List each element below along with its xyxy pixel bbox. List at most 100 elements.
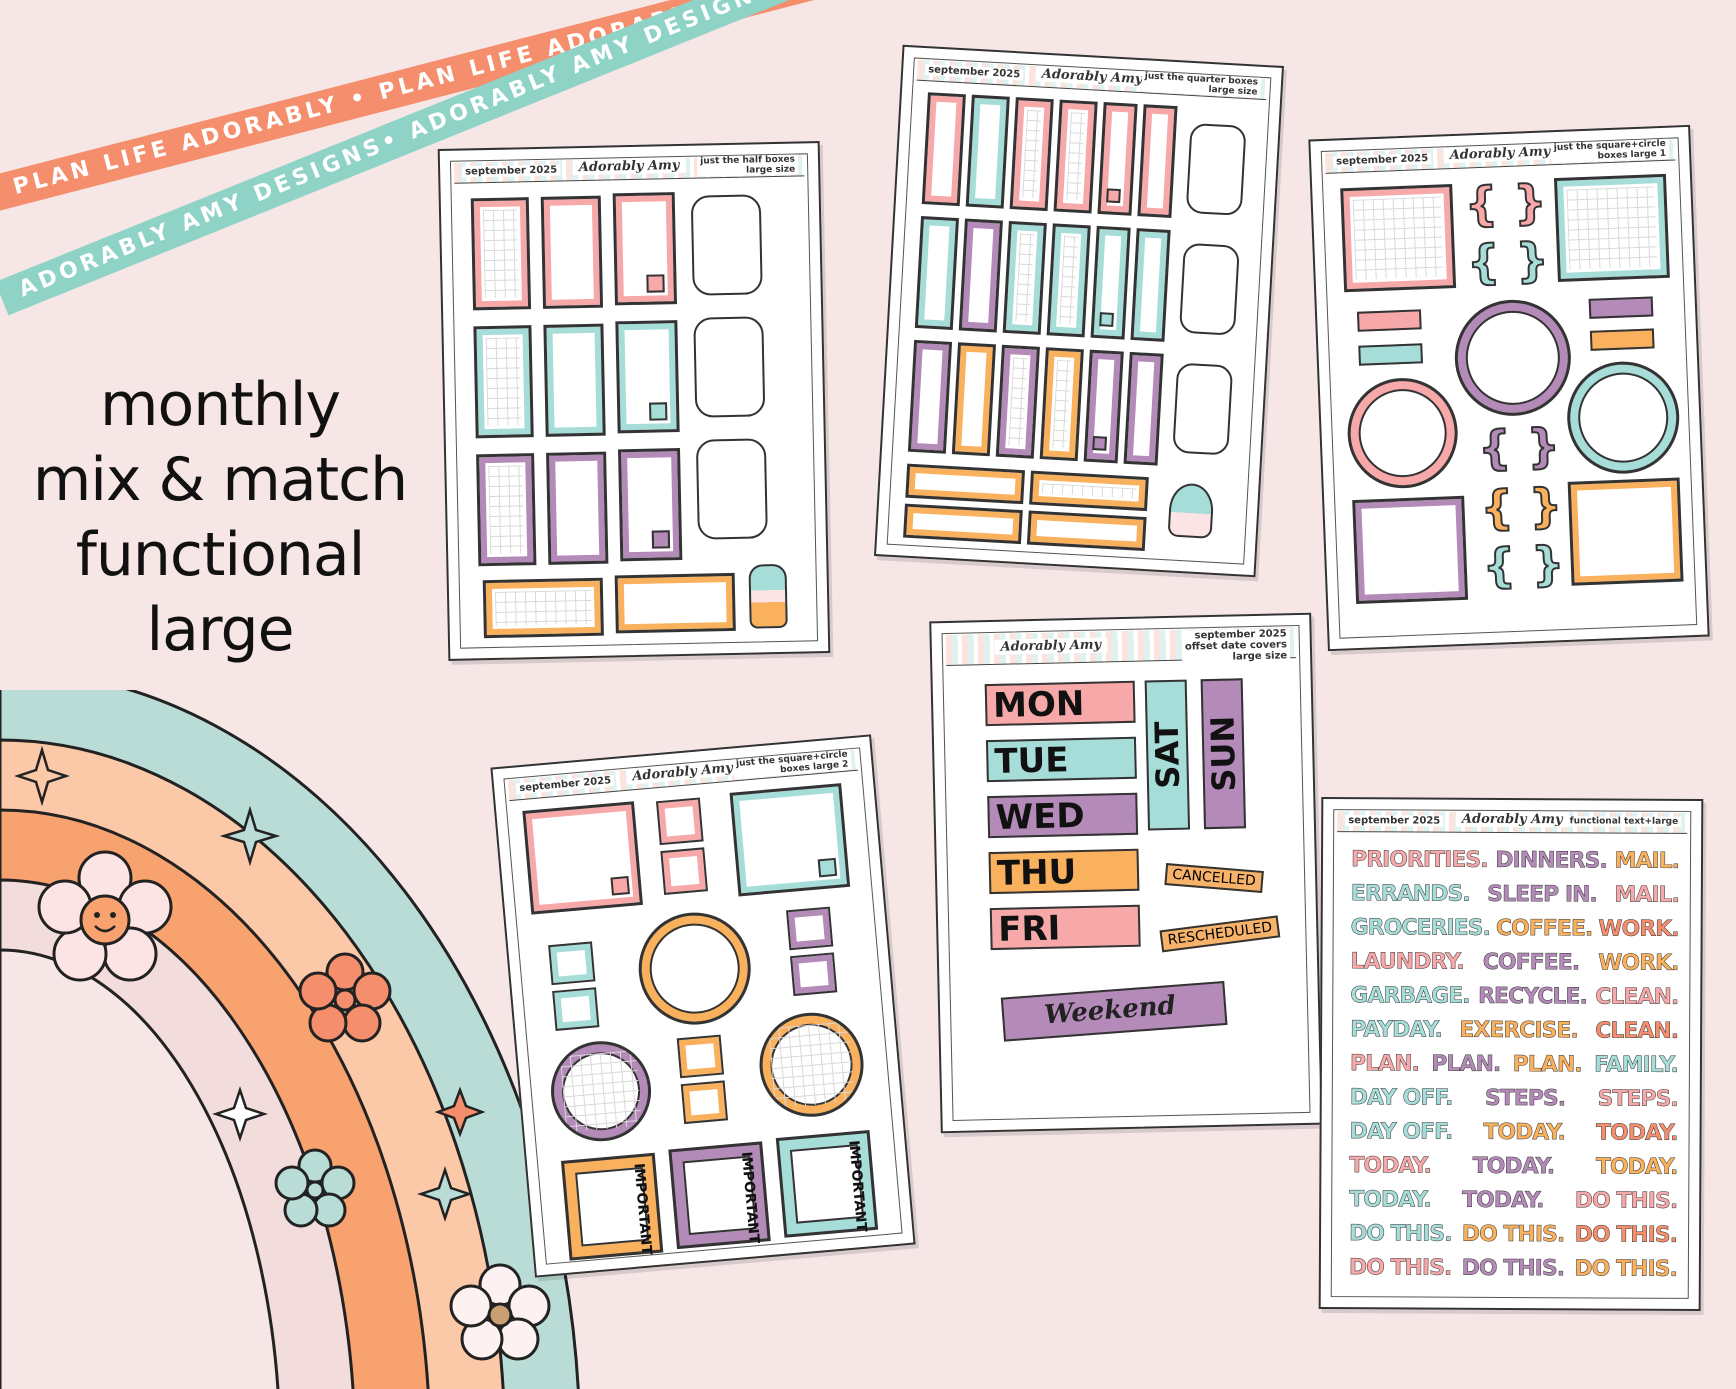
quarter-box[interactable] — [1053, 99, 1098, 214]
quarter-box[interactable] — [1090, 225, 1131, 340]
quarter-box[interactable] — [1123, 351, 1164, 466]
character-sticker[interactable] — [748, 563, 788, 629]
quarter-box[interactable] — [1046, 223, 1091, 338]
quarter-box[interactable] — [995, 344, 1040, 459]
corner-piece[interactable] — [785, 906, 834, 951]
octagon-frame[interactable] — [1185, 122, 1247, 216]
word-sticker[interactable]: COFFEE. — [1482, 949, 1580, 976]
square-box[interactable] — [1553, 173, 1670, 283]
quarter-box[interactable] — [1002, 220, 1047, 335]
square-box[interactable] — [522, 801, 643, 915]
word-sticker[interactable]: MAIL. — [1614, 882, 1679, 908]
quarter-box[interactable] — [965, 94, 1010, 209]
half-box[interactable] — [618, 448, 683, 562]
day-cover-tue[interactable]: TUE — [985, 736, 1137, 783]
word-sticker[interactable]: TODAY. — [1595, 1154, 1678, 1180]
word-sticker[interactable]: TODAY. — [1349, 1153, 1432, 1179]
quarter-box[interactable] — [1083, 349, 1124, 464]
important-box[interactable]: IMPORTANT — [560, 1152, 664, 1261]
word-sticker[interactable]: DO THIS. — [1348, 1221, 1452, 1247]
square-box[interactable] — [1340, 184, 1457, 293]
word-sticker[interactable]: STEPS. — [1597, 1086, 1678, 1112]
important-box[interactable]: IMPORTANT — [668, 1141, 771, 1250]
word-sticker[interactable]: PLAN. — [1349, 1051, 1420, 1077]
sheet-square-circle-2[interactable]: september 2025 Adorably Amy just the squ… — [490, 734, 916, 1278]
sheet-date-covers[interactable]: Adorably Amy september 2025 offset date c… — [929, 612, 1323, 1134]
word-sticker[interactable]: TODAY. — [1472, 1153, 1555, 1180]
day-cover-sun[interactable]: SUN — [1200, 678, 1247, 830]
quarter-box[interactable] — [1130, 228, 1171, 342]
word-sticker[interactable]: WORK. — [1598, 916, 1679, 942]
square-box[interactable] — [1352, 495, 1469, 605]
word-sticker[interactable]: CLEAN. — [1595, 984, 1679, 1010]
word-sticker[interactable]: DO THIS. — [1574, 1222, 1678, 1248]
corner-piece[interactable] — [676, 1034, 725, 1079]
corner-piece[interactable] — [655, 797, 704, 846]
day-cover-thu[interactable]: THU — [988, 848, 1140, 895]
wide-box[interactable] — [905, 463, 1026, 505]
day-cover-sat[interactable]: SAT — [1144, 679, 1191, 831]
day-cover-mon[interactable]: MON — [984, 680, 1136, 727]
wide-box[interactable] — [1029, 470, 1149, 512]
corner-piece[interactable] — [660, 847, 709, 895]
word-sticker[interactable]: SLEEP IN. — [1487, 881, 1597, 908]
word-sticker[interactable]: DAY OFF. — [1349, 1085, 1453, 1111]
half-box[interactable] — [615, 320, 680, 434]
half-box[interactable] — [543, 323, 606, 437]
word-sticker[interactable]: RECYCLE. — [1477, 983, 1587, 1010]
half-box[interactable] — [546, 451, 609, 565]
word-sticker[interactable]: COFFEE. — [1495, 915, 1593, 942]
wide-box[interactable] — [482, 577, 604, 639]
word-sticker[interactable]: PLAN. — [1431, 1051, 1501, 1077]
half-box[interactable] — [540, 195, 604, 309]
word-sticker[interactable]: PLAN. — [1512, 1052, 1582, 1078]
word-sticker[interactable]: GARBAGE. — [1350, 983, 1470, 1009]
octagon-frame[interactable] — [1178, 242, 1240, 336]
word-sticker[interactable]: LAUNDRY. — [1350, 949, 1464, 975]
word-sticker[interactable]: WORK. — [1598, 950, 1679, 976]
octagon-frame[interactable] — [695, 438, 768, 540]
word-sticker[interactable]: DAY OFF. — [1349, 1119, 1453, 1145]
quarter-box[interactable] — [951, 342, 997, 457]
word-sticker[interactable]: STEPS. — [1484, 1085, 1566, 1112]
word-sticker[interactable]: DO THIS. — [1348, 1255, 1452, 1281]
half-box[interactable] — [476, 453, 537, 567]
word-sticker[interactable]: PAYDAY. — [1350, 1017, 1442, 1043]
sheet-functional-text[interactable]: september 2025 Adorably Amy functional t… — [1318, 797, 1704, 1311]
word-sticker[interactable]: DO THIS. — [1461, 1255, 1565, 1282]
word-sticker[interactable]: TODAY. — [1483, 1119, 1565, 1146]
important-box[interactable]: IMPORTANT — [775, 1129, 879, 1238]
half-box[interactable] — [470, 197, 532, 311]
sheet-square-circle-1[interactable]: september 2025 Adorably Amy just the squ… — [1308, 124, 1710, 652]
corner-piece[interactable] — [548, 941, 596, 986]
quarter-box[interactable] — [914, 216, 959, 330]
word-sticker[interactable]: DO THIS. — [1461, 1221, 1565, 1248]
word-sticker[interactable]: TODAY. — [1349, 1187, 1431, 1213]
square-box[interactable] — [729, 783, 851, 897]
quarter-box[interactable] — [921, 92, 966, 207]
wide-box[interactable] — [903, 503, 1023, 545]
word-sticker[interactable]: FAMILY. — [1594, 1052, 1678, 1078]
quarter-box[interactable] — [958, 218, 1003, 333]
quarter-box[interactable] — [907, 339, 953, 454]
half-box[interactable] — [612, 192, 677, 306]
word-sticker[interactable]: DINNERS. — [1495, 847, 1607, 874]
day-cover-wed[interactable]: WED — [987, 792, 1139, 839]
corner-piece[interactable] — [552, 987, 600, 1031]
quarter-box[interactable] — [1097, 102, 1138, 216]
word-sticker[interactable]: PRIORITIES. — [1350, 847, 1488, 873]
quarter-box[interactable] — [1009, 97, 1054, 212]
quarter-box[interactable] — [1137, 104, 1178, 219]
word-sticker[interactable]: MAIL. — [1614, 848, 1680, 874]
word-sticker[interactable]: GROCERIES. — [1350, 915, 1490, 941]
word-sticker[interactable]: TODAY. — [1595, 1120, 1678, 1146]
word-sticker[interactable]: DO THIS. — [1574, 1256, 1677, 1282]
corner-piece[interactable] — [680, 1080, 729, 1125]
square-box[interactable] — [1567, 477, 1684, 586]
word-sticker[interactable]: CLEAN. — [1595, 1018, 1679, 1044]
octagon-frame[interactable] — [1172, 362, 1234, 456]
word-sticker[interactable]: TODAY. — [1461, 1187, 1544, 1214]
wide-box[interactable] — [614, 572, 736, 634]
corner-piece[interactable] — [789, 952, 838, 997]
sheet-half-boxes[interactable]: september 2025 Adorably Amy just the hal… — [437, 141, 831, 661]
